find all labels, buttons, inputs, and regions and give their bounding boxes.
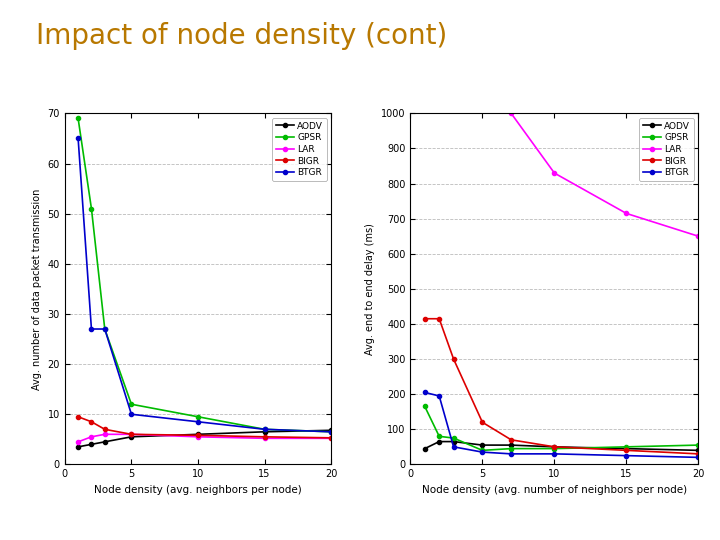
GPSR	[74, 115, 83, 122]
LAR	[194, 434, 202, 440]
Line: BTGR: BTGR	[76, 137, 333, 434]
BTGR	[74, 135, 83, 141]
Line: LAR: LAR	[509, 111, 701, 238]
BTGR	[261, 426, 269, 433]
BIGR	[100, 426, 109, 433]
BIGR	[449, 356, 458, 362]
BIGR	[127, 431, 135, 437]
GPSR	[449, 435, 458, 441]
BIGR	[327, 435, 336, 441]
BTGR	[449, 444, 458, 450]
LAR	[327, 435, 336, 442]
AODV	[694, 447, 703, 454]
GPSR	[261, 426, 269, 433]
BIGR	[694, 450, 703, 457]
BIGR	[478, 419, 487, 426]
AODV	[507, 442, 516, 448]
BTGR	[478, 449, 487, 455]
LAR	[127, 431, 135, 437]
BTGR	[327, 429, 336, 435]
BIGR	[420, 315, 429, 322]
BIGR	[550, 444, 559, 450]
AODV	[261, 429, 269, 435]
BTGR	[420, 389, 429, 396]
BIGR	[194, 432, 202, 438]
BIGR	[74, 414, 83, 420]
GPSR	[694, 442, 703, 448]
BTGR	[694, 454, 703, 461]
AODV	[478, 442, 487, 448]
GPSR	[420, 403, 429, 410]
AODV	[74, 444, 83, 450]
GPSR	[550, 446, 559, 452]
AODV	[87, 441, 96, 448]
BTGR	[194, 418, 202, 425]
Line: BIGR: BIGR	[423, 316, 701, 456]
Line: BTGR: BTGR	[423, 390, 701, 460]
BTGR	[550, 450, 559, 457]
X-axis label: Node density (avg. neighbors per node): Node density (avg. neighbors per node)	[94, 485, 302, 495]
AODV	[550, 444, 559, 450]
Line: GPSR: GPSR	[423, 404, 701, 453]
BTGR	[507, 450, 516, 457]
Y-axis label: Avg. end to end delay (ms): Avg. end to end delay (ms)	[366, 223, 376, 355]
Line: BIGR: BIGR	[76, 415, 333, 440]
GPSR	[327, 429, 336, 435]
GPSR	[435, 433, 444, 440]
GPSR	[87, 205, 96, 212]
BIGR	[435, 315, 444, 322]
GPSR	[100, 326, 109, 332]
LAR	[261, 435, 269, 442]
Legend: AODV, GPSR, LAR, BIGR, BTGR: AODV, GPSR, LAR, BIGR, BTGR	[639, 118, 694, 181]
AODV	[327, 427, 336, 434]
GPSR	[194, 414, 202, 420]
X-axis label: Node density (avg. number of neighbors per node): Node density (avg. number of neighbors p…	[422, 485, 687, 495]
AODV	[100, 438, 109, 445]
Line: AODV: AODV	[423, 440, 701, 453]
LAR	[550, 170, 559, 176]
LAR	[694, 233, 703, 239]
BTGR	[87, 326, 96, 332]
BTGR	[127, 411, 135, 417]
BIGR	[87, 418, 96, 425]
Line: AODV: AODV	[76, 428, 333, 449]
LAR	[507, 110, 516, 117]
GPSR	[507, 446, 516, 452]
BTGR	[435, 393, 444, 399]
GPSR	[622, 444, 631, 450]
LAR	[74, 438, 83, 445]
Line: LAR: LAR	[76, 432, 333, 444]
BTGR	[100, 326, 109, 332]
LAR	[622, 210, 631, 217]
LAR	[100, 431, 109, 437]
BIGR	[507, 436, 516, 443]
AODV	[194, 431, 202, 437]
AODV	[622, 446, 631, 452]
BIGR	[622, 447, 631, 454]
Y-axis label: Avg. number of data packet transmission: Avg. number of data packet transmission	[32, 188, 42, 389]
Line: GPSR: GPSR	[76, 116, 333, 434]
AODV	[127, 434, 135, 440]
GPSR	[127, 401, 135, 408]
AODV	[449, 438, 458, 445]
BTGR	[622, 453, 631, 459]
BIGR	[261, 434, 269, 440]
GPSR	[478, 447, 487, 454]
LAR	[87, 434, 96, 440]
AODV	[420, 446, 429, 452]
Text: Impact of node density (cont): Impact of node density (cont)	[36, 22, 447, 50]
Legend: AODV, GPSR, LAR, BIGR, BTGR: AODV, GPSR, LAR, BIGR, BTGR	[272, 118, 327, 181]
AODV	[435, 438, 444, 445]
